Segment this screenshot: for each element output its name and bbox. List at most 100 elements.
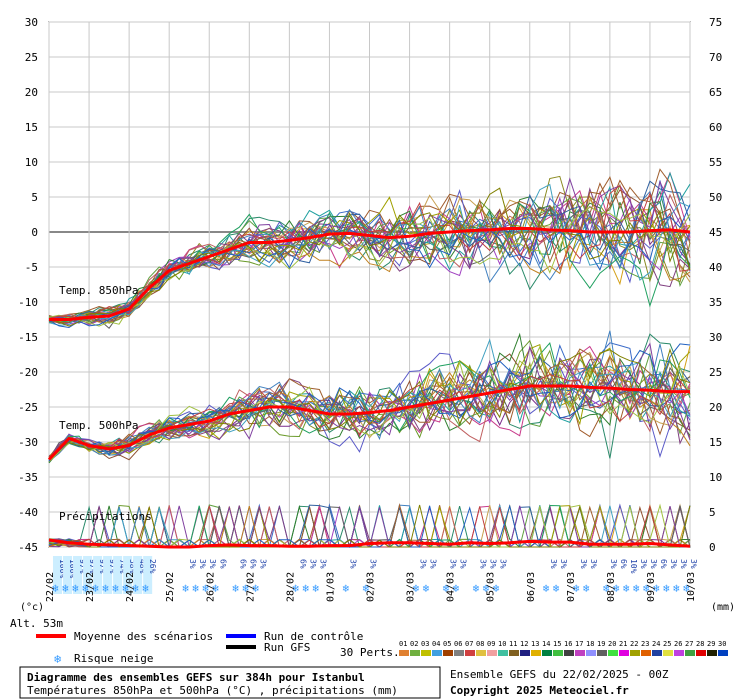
snow-risk-label: 6% — [298, 559, 307, 569]
x-tick-label: 22/02 — [45, 572, 56, 602]
label-t500: Temp. 500hPa — [59, 419, 138, 432]
x-tick-label: 26/02 — [205, 572, 216, 602]
pert-number: 07 — [465, 640, 473, 648]
right-tick-label: 65 — [709, 86, 722, 99]
left-tick-label: 10 — [25, 156, 38, 169]
snow-risk-label: 3% — [459, 559, 468, 569]
snowflake-icon: ❄ — [202, 582, 209, 595]
pert-number: 26 — [674, 640, 682, 648]
mean-850-line — [49, 227, 691, 321]
snowflake-icon: ❄ — [583, 582, 590, 595]
snowflake-icon: ❄ — [673, 582, 680, 595]
snow-risk-band — [113, 556, 123, 594]
left-tick-label: 20 — [25, 86, 38, 99]
pert-number: 06 — [454, 640, 462, 648]
pert-swatch — [707, 650, 717, 656]
snow-risk-band — [133, 556, 143, 594]
pert-swatch — [487, 650, 497, 656]
member-precip-line — [48, 504, 691, 548]
x-tick-label: 25/02 — [165, 572, 176, 602]
right-tick-label: 10 — [709, 471, 722, 484]
pert-swatch — [586, 650, 596, 656]
pert-swatch — [641, 650, 651, 656]
member-line — [48, 354, 691, 460]
pert-number: 09 — [487, 640, 495, 648]
x-tick-label: 27/02 — [245, 572, 256, 602]
snow-risk-label: 3% — [318, 559, 327, 569]
snowflake-icon: ❄ — [613, 582, 620, 595]
pert-number: 22 — [630, 640, 638, 648]
snowflake-icon: ❄ — [192, 582, 199, 595]
x-axis: 22/02 23/02 24/02 25/02 26/02 27/02 28/02 01/03… — [45, 572, 697, 602]
pert-number: 03 — [421, 640, 429, 648]
left-tick-label: 30 — [25, 16, 38, 29]
ensemble-run: Ensemble GEFS du 22/02/2025 - 00Z — [450, 668, 669, 681]
snow-risk-label: 3% — [208, 559, 217, 569]
legend-control: Run de contrôle — [264, 630, 363, 643]
snowflake-icon: ❄ — [443, 582, 450, 595]
pert-number: 05 — [443, 640, 451, 648]
pert-swatch — [674, 650, 684, 656]
snow-risk-label: 3% — [579, 559, 588, 569]
snow-risk-band — [143, 556, 153, 594]
snow-risk-band — [103, 556, 113, 594]
snowflake-icon: ❄ — [292, 582, 299, 595]
snow-risk-label: 100% — [58, 559, 67, 578]
left-tick-label: -10 — [18, 296, 38, 309]
right-tick-label: 20 — [709, 401, 722, 414]
pert-number: 14 — [542, 640, 550, 648]
left-axis-unit: (°c) — [20, 602, 44, 613]
snow-risk-label: 3% — [489, 559, 498, 569]
snowflake-icon: ❄ — [553, 582, 560, 595]
snow-risk-label: 6% — [248, 559, 257, 569]
snow-risk-label: 3% — [559, 559, 568, 569]
x-tick-label: 05/03 — [486, 572, 497, 602]
snow-risk-label: 3% — [589, 559, 598, 569]
left-tick-label: -20 — [18, 366, 38, 379]
snowflake-icon: ❄ — [72, 582, 79, 595]
x-tick-label: 24/02 — [125, 572, 136, 602]
snow-risk-label: 3% — [188, 559, 197, 569]
right-tick-label: 0 — [709, 541, 716, 554]
pert-swatch — [685, 650, 695, 656]
snow-risk-band — [83, 556, 93, 594]
left-tick-label: -45 — [18, 541, 38, 554]
snow-risk-label: 58% — [128, 559, 137, 574]
snow-risk-label: 100% — [68, 559, 77, 578]
pert-swatch — [542, 650, 552, 656]
x-tick-label: 23/02 — [85, 572, 96, 602]
snow-risk-label: 26% — [148, 559, 157, 574]
snow-risk-label: 6% — [238, 559, 247, 569]
snowflake-icon: ❄ — [543, 582, 550, 595]
pert-number: 21 — [619, 640, 627, 648]
mean-series — [47, 227, 691, 549]
label-precip: Précipitations — [59, 510, 152, 523]
snow-risk-label: 3% — [689, 559, 698, 569]
left-tick-label: 0 — [31, 226, 38, 239]
pert-number: 28 — [696, 640, 704, 648]
pert-number: 20 — [608, 640, 616, 648]
x-tick-label: 02/03 — [366, 572, 377, 602]
pert-swatch — [476, 650, 486, 656]
pert-swatch — [718, 650, 728, 656]
pert-number: 08 — [476, 640, 484, 648]
member-line — [48, 348, 691, 458]
snowflake-icon: ❄ — [453, 582, 460, 595]
chart-title: Diagramme des ensembles GEFS sur 384h po… — [27, 671, 365, 684]
left-tick-label: -15 — [18, 331, 38, 344]
pert-swatch — [652, 650, 662, 656]
snow-risk-label: 48% — [138, 559, 147, 574]
pert-number: 16 — [564, 640, 572, 648]
pert-number: 30 — [718, 640, 726, 648]
title-box — [19, 666, 441, 699]
member-line — [48, 344, 691, 460]
copyright: Copyright 2025 Meteociel.fr — [450, 684, 629, 697]
left-tick-label: -5 — [25, 261, 38, 274]
pert-number: 23 — [641, 640, 649, 648]
pert-number: 17 — [575, 640, 583, 648]
pert-number: 13 — [531, 640, 539, 648]
snowflake-icon: ❄ — [82, 582, 89, 595]
legend-mean: Moyenne des scénarios — [74, 630, 213, 643]
snowflake-icon: ❄ — [102, 582, 109, 595]
